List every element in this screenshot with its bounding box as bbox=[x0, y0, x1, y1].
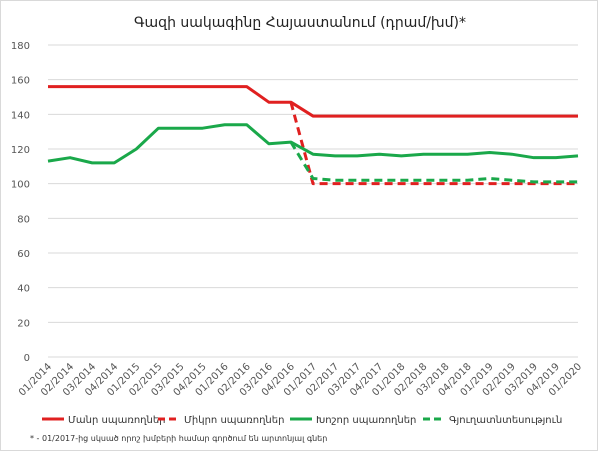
y-tick-label: 60 bbox=[17, 249, 30, 260]
legend-label-1: Մանր սպառողներ bbox=[68, 415, 166, 426]
legend-label-3: Խոշոր սպառողներ bbox=[316, 415, 416, 426]
x-tick-labels: 01/201402/201403/201404/201401/201502/20… bbox=[17, 361, 584, 398]
y-tick-label: 40 bbox=[17, 284, 30, 295]
y-tick-label: 20 bbox=[17, 318, 30, 329]
y-tick-label: 140 bbox=[11, 110, 30, 121]
series-line-3 bbox=[47, 123, 579, 165]
grid-lines bbox=[48, 44, 578, 358]
y-tick-labels: 0 20 40 60 80 100 120 140 160 180 bbox=[11, 41, 30, 364]
y-tick-label: 120 bbox=[11, 145, 30, 156]
y-tick-label: 180 bbox=[11, 41, 30, 52]
y-tick-label: 160 bbox=[11, 76, 30, 87]
legend: Մանր սպառողներ Միկրո սպառողներ Խոշոր սպառո… bbox=[42, 415, 562, 426]
chart-title: Գազի սակագինը Հայաստանում (դրամ/խմ)* bbox=[134, 15, 466, 31]
y-tick-label: 100 bbox=[11, 180, 30, 191]
y-tick-label: 80 bbox=[17, 214, 30, 225]
series-lines bbox=[47, 85, 579, 186]
legend-label-4: Գյուղատնտեսություն bbox=[449, 415, 562, 426]
series-line-4 bbox=[289, 141, 578, 184]
series-line-2 bbox=[289, 101, 578, 186]
series-line-1 bbox=[48, 85, 578, 118]
y-tick-label: 0 bbox=[24, 353, 30, 364]
footnote: * - 01/2017-ից սկսած որոշ խմբերի համար գ… bbox=[30, 434, 327, 443]
legend-label-2: Միկրո սպառողներ bbox=[184, 415, 284, 426]
